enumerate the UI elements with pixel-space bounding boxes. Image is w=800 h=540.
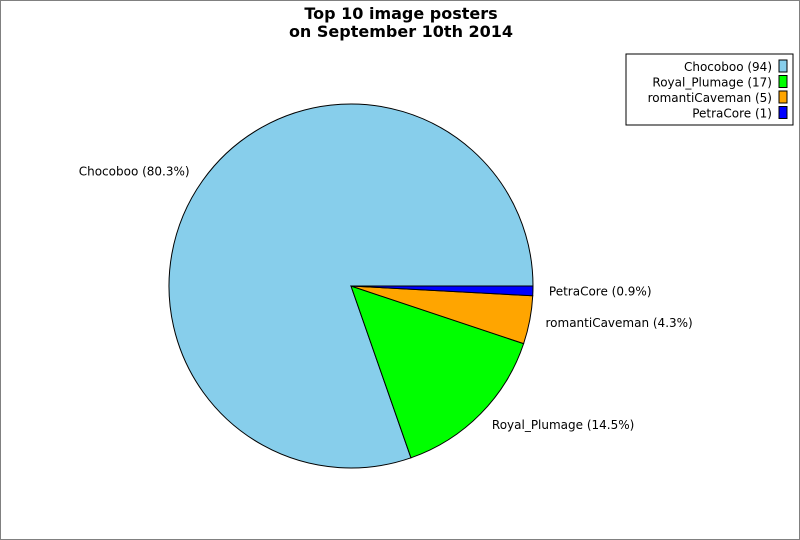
chart-subtitle: on September 10th 2014 bbox=[289, 22, 513, 41]
slice-label-petracore: PetraCore (0.9%) bbox=[549, 284, 652, 298]
legend-label-petracore: PetraCore (1) bbox=[692, 107, 772, 121]
legend-label-romanticaveman: romantiCaveman (5) bbox=[648, 91, 772, 105]
legend-label-chocoboo: Chocoboo (94) bbox=[684, 60, 772, 74]
slice-label-chocoboo: Chocoboo (80.3%) bbox=[79, 164, 190, 178]
pie-slices bbox=[168, 103, 534, 469]
legend: Chocoboo (94) Royal_Plumage (17)romantiCa… bbox=[625, 53, 794, 126]
slice-label-royal-plumage: Royal_Plumage (14.5%) bbox=[492, 418, 634, 432]
pie-slice-petracore bbox=[350, 285, 534, 297]
slice-label-romanticaveman: romantiCaveman (4.3%) bbox=[546, 316, 693, 330]
legend-swatch-royal-plumage bbox=[778, 75, 788, 88]
chart-title: Top 10 image posters bbox=[304, 4, 497, 23]
legend-label-royal-plumage: Royal_Plumage (17) bbox=[652, 76, 772, 90]
pie-slice-royal-plumage bbox=[350, 285, 525, 459]
legend-swatch-romanticaveman bbox=[778, 90, 788, 104]
legend-swatch-chocoboo bbox=[778, 59, 788, 73]
legend-swatch-petracore bbox=[778, 106, 788, 119]
slice-labels: Chocoboo (80.3%) Royal_Plumage (14.5%) rom… bbox=[79, 164, 693, 432]
legend-box bbox=[625, 53, 794, 126]
